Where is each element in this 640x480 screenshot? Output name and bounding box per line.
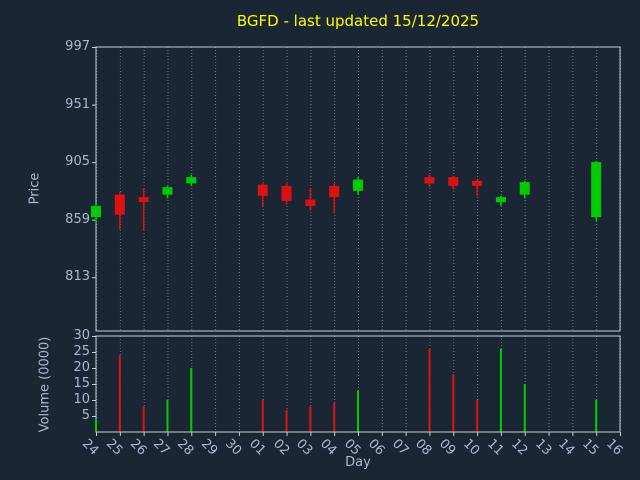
volume-tick-label: 30: [73, 328, 90, 343]
volume-tick-label: 5: [81, 408, 90, 423]
price-tick-label: 905: [65, 154, 90, 170]
candle-body: [281, 185, 292, 201]
candle-body: [591, 162, 602, 218]
volume-tick-label: 20: [73, 360, 90, 375]
chart-title: BGFD - last updated 15/12/2025: [236, 12, 480, 30]
candle-body: [91, 205, 101, 218]
price-tick-label: 997: [65, 39, 90, 54]
price-tick-label: 859: [65, 211, 90, 227]
price-tick-label: 951: [65, 96, 90, 112]
candle-body: [424, 177, 435, 184]
candle-body: [162, 187, 173, 195]
candle-body: [305, 199, 316, 206]
candle-body: [138, 197, 149, 203]
candle-body: [186, 177, 197, 184]
candle-body: [329, 185, 340, 198]
candle-body: [519, 182, 530, 195]
price-axis-label: Price: [27, 172, 43, 205]
volume-tick-label: 25: [73, 344, 90, 359]
volume-tick-label: 10: [73, 392, 90, 407]
price-tick-label: 813: [65, 269, 90, 285]
volume-tick-label: 15: [73, 376, 90, 391]
day-axis-label: Day: [345, 455, 371, 470]
candle-body: [257, 184, 268, 196]
candle-body: [472, 180, 483, 186]
candle-body: [495, 197, 506, 203]
candle-body: [114, 194, 125, 215]
price-plot-frame: [95, 46, 621, 332]
candle-body: [448, 177, 459, 186]
candle-body: [353, 179, 363, 191]
